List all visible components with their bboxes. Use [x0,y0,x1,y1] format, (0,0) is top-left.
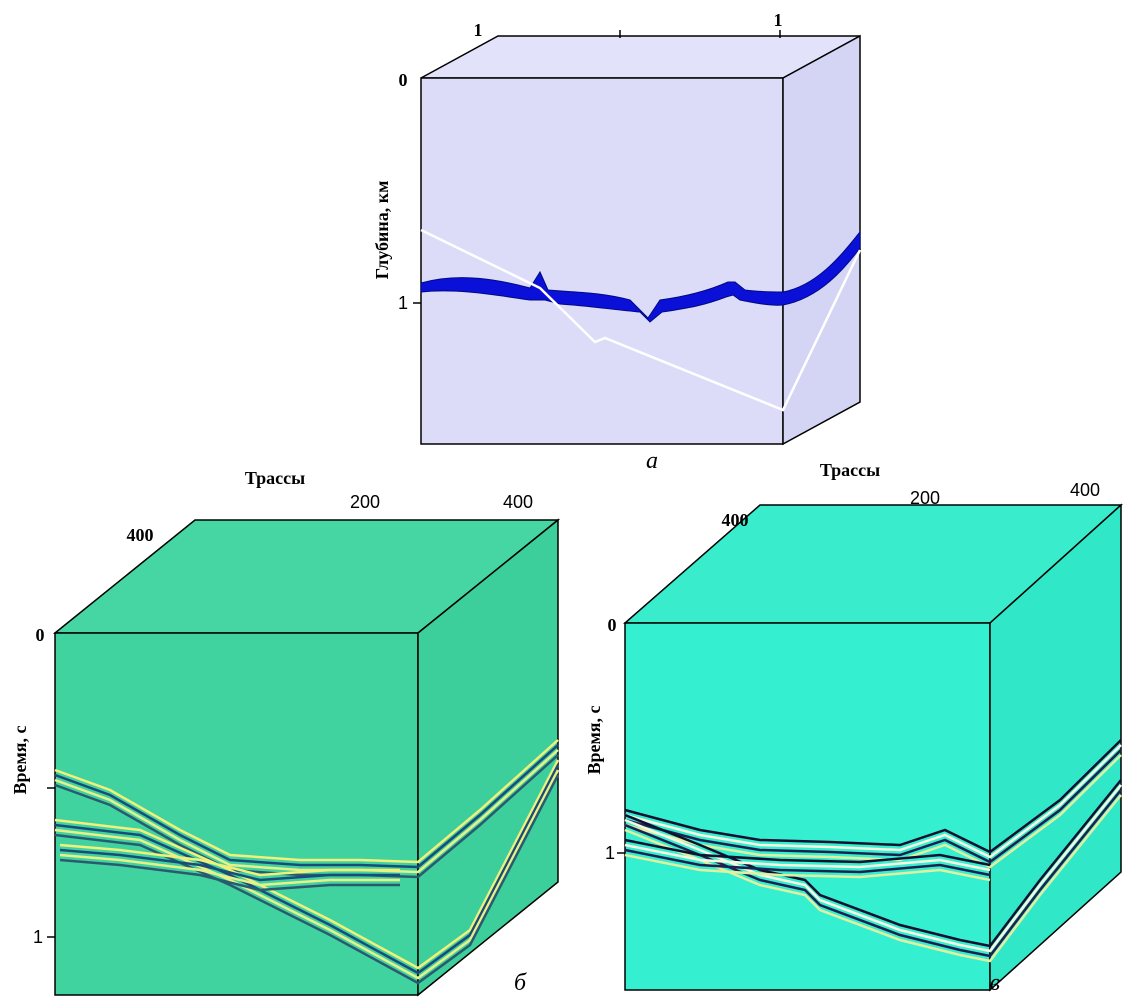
caption: б [514,970,527,996]
side-tick: 400 [127,525,154,545]
caption: в [990,970,1000,996]
axis-label: Время, с [584,705,604,774]
axis-label: Трассы [245,468,305,488]
axis-label: Трассы [820,460,880,480]
panel-c: Трассы 200 400 400 0 1 Время, с в [584,460,1121,996]
cube-front [55,633,418,995]
top-tick: 400 [1070,480,1100,500]
top-tick: 1 [474,20,483,40]
side-tick: 400 [722,510,749,530]
axis-label: Время, с [10,725,30,794]
top-tick: 200 [350,492,380,512]
top-tick: 400 [503,492,533,512]
page: {"panels": [ {"top_ticks": ["1", "1"], "… [0,0,1123,1006]
panel-a: 1 1 0 1 Глубина, км а [372,10,860,474]
cube-side [783,36,860,444]
top-tick: 1 [774,10,783,30]
panel-b: Трассы 200 400 400 0 1 Время, с б [10,468,558,996]
caption: а [646,448,658,474]
figure: 1 1 0 1 Глубина, км а Трассы 200 400 400… [0,0,1123,1006]
time-tick: 1 [33,927,43,947]
time-tick: 1 [605,843,615,863]
time-tick: 0 [36,625,45,645]
top-tick: 200 [910,488,940,508]
axis-label: Глубина, км [372,181,392,280]
depth-tick: 1 [398,293,408,313]
time-tick: 0 [608,615,617,635]
depth-tick: 0 [399,70,408,90]
